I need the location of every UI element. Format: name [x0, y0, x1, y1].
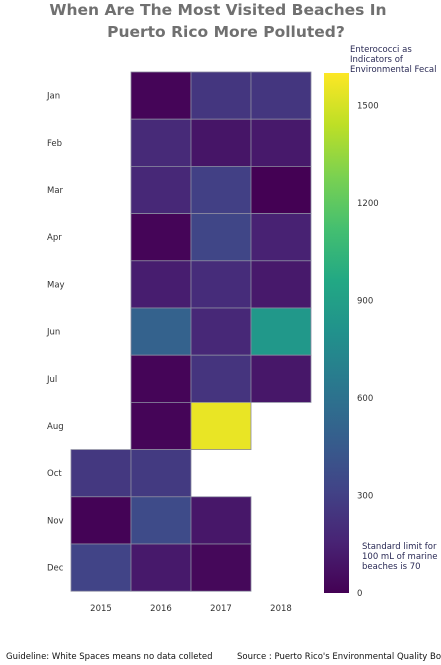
heatmap-cell-dec-2016: [130, 543, 192, 592]
heatmap-cell-mar-2018: [250, 165, 312, 214]
colorbar-note-line-1: Standard limit for: [362, 542, 437, 552]
heatmap-cell-nov-2016: [130, 496, 192, 545]
colorbar-ticks: 0 300 600 900 1200 1500: [357, 102, 379, 600]
y-tick-label-oct: Oct: [47, 469, 62, 479]
y-tick-label-jan: Jan: [46, 92, 60, 102]
y-tick-label-may: May: [47, 280, 65, 290]
colorbar-note-line-2: 100 mL of marine: [362, 552, 438, 562]
colorbar: Enterococci as Indicators of Environment…: [324, 45, 438, 599]
heatmap-cell-jun-2018: [250, 307, 312, 356]
footer-guideline: Guideline: White Spaces means no data co…: [6, 652, 212, 662]
colorbar-note-line-3: beaches is 70: [362, 562, 421, 572]
colorbar-tick-0: 0: [357, 589, 362, 599]
heatmap-cell-dec-2015: [70, 543, 132, 592]
heatmap-cell-nov-2015: [70, 496, 132, 545]
chart-title-line-1: When Are The Most Visited Beaches In: [49, 1, 386, 19]
heatmap-cell-aug-2016: [130, 401, 192, 450]
x-tick-label-2017: 2017: [210, 604, 232, 614]
x-tick-label-2018: 2018: [270, 604, 292, 614]
heatmap-cell-nov-2017: [190, 496, 252, 545]
y-tick-label-jul: Jul: [46, 375, 57, 385]
heatmap-cell-jul-2016: [130, 354, 192, 403]
heatmap-cell-oct-2015: [70, 449, 132, 498]
y-tick-label-feb: Feb: [47, 139, 62, 149]
heatmap-cell-may-2018: [250, 260, 312, 309]
colorbar-tick-1500: 1500: [357, 102, 379, 112]
colorbar-title-line-2: Indicators of: [350, 55, 404, 65]
colorbar-tick-900: 900: [357, 297, 373, 307]
heatmap-cell-aug-2017: [190, 401, 252, 450]
heatmap-cell-dec-2017: [190, 543, 252, 592]
y-tick-label-aug: Aug: [47, 422, 64, 432]
heatmap-cell-jun-2017: [190, 307, 252, 356]
colorbar-title-line-3: Environmental Fecal: [350, 65, 436, 75]
colorbar-gradient: [324, 73, 349, 593]
heatmap-cell-mar-2017: [190, 165, 252, 214]
x-axis-labels: 2015 2016 2017 2018: [90, 604, 292, 614]
y-tick-label-jun: Jun: [46, 328, 60, 338]
heatmap-cell-jul-2017: [190, 354, 252, 403]
colorbar-title-line-1: Enterococci as: [350, 45, 412, 55]
colorbar-tick-1200: 1200: [357, 199, 379, 209]
heatmap-cell-apr-2018: [250, 213, 312, 262]
heatmap-cell-jan-2018: [250, 71, 312, 120]
y-axis-labels: Jan Feb Mar Apr May Jun Jul Aug Oct Nov Dec: [46, 92, 65, 574]
heatmap-cell-jun-2016: [130, 307, 192, 356]
y-tick-label-dec: Dec: [47, 564, 64, 574]
heatmap-cell-jul-2018: [250, 354, 312, 403]
heatmap-cell-oct-2016: [130, 449, 192, 498]
colorbar-tick-600: 600: [357, 394, 373, 404]
heatmap-cell-jan-2017: [190, 71, 252, 120]
chart-title-line-2: Puerto Rico More Polluted?: [107, 23, 345, 41]
x-tick-label-2015: 2015: [90, 604, 112, 614]
heatmap-cell-feb-2016: [130, 118, 192, 167]
y-tick-label-mar: Mar: [47, 186, 64, 196]
y-tick-label-apr: Apr: [47, 233, 62, 243]
heatmap-cells: [70, 71, 312, 592]
heatmap-cell-apr-2017: [190, 213, 252, 262]
colorbar-tick-300: 300: [357, 492, 373, 502]
heatmap-cell-may-2017: [190, 260, 252, 309]
heatmap-cell-feb-2017: [190, 118, 252, 167]
heatmap-cell-may-2016: [130, 260, 192, 309]
heatmap-cell-mar-2016: [130, 165, 192, 214]
y-tick-label-nov: Nov: [47, 516, 64, 526]
heatmap-cell-jan-2016: [130, 71, 192, 120]
heatmap-cell-feb-2018: [250, 118, 312, 167]
x-tick-label-2016: 2016: [150, 604, 172, 614]
heatmap-cell-apr-2016: [130, 213, 192, 262]
footer-source: Source : Puerto Rico's Environmental Qua…: [237, 652, 441, 662]
